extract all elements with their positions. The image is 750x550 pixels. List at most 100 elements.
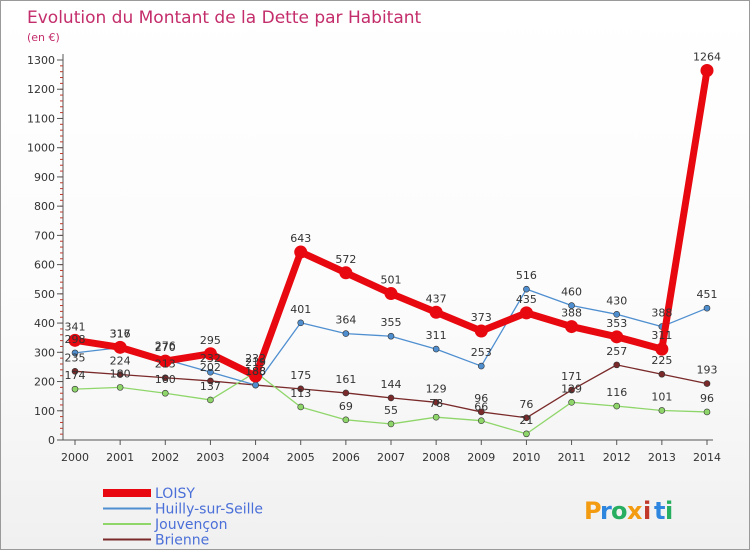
data-label-loisy: 311 (651, 329, 672, 342)
data-point-huilly-sur-seille (568, 302, 575, 309)
data-point-jouven-on (116, 384, 124, 391)
data-label-brienne: 171 (561, 370, 582, 383)
data-label-loisy: 373 (471, 311, 492, 324)
data-point-loisy (429, 305, 443, 319)
data-label-brienne: 225 (651, 354, 672, 367)
x-tick-label: 2007 (377, 451, 405, 464)
data-label-loisy: 353 (606, 317, 627, 330)
data-point-huilly-sur-seille (71, 349, 79, 357)
data-label-brienne: 161 (335, 373, 356, 386)
data-label-huilly-sur-seille: 232 (200, 352, 221, 365)
data-point-jouven-on (523, 430, 530, 438)
data-point-loisy (113, 340, 127, 354)
data-point-huilly-sur-seille (523, 285, 530, 293)
data-point-jouven-on (703, 408, 711, 416)
data-label-loisy: 501 (381, 274, 402, 287)
data-point-loisy (384, 287, 398, 301)
data-point-jouven-on (477, 417, 485, 425)
data-label-huilly-sur-seille: 311 (426, 329, 447, 342)
data-point-jouven-on (568, 398, 575, 406)
data-point-brienne (432, 398, 440, 406)
data-label-huilly-sur-seille: 253 (471, 346, 492, 359)
y-tick-label: 1000 (27, 142, 55, 155)
data-label-brienne: 175 (290, 369, 311, 382)
data-point-jouven-on (387, 420, 395, 428)
data-point-brienne (387, 394, 395, 402)
y-tick-label: 900 (34, 171, 55, 184)
y-tick-label: 700 (34, 229, 55, 242)
data-label-jouven-on: 113 (290, 387, 311, 400)
data-point-loisy (655, 342, 669, 356)
x-tick-label: 2004 (242, 451, 270, 464)
data-point-huilly-sur-seille (387, 332, 395, 340)
data-label-jouven-on: 180 (110, 367, 131, 380)
data-point-jouven-on (207, 396, 214, 404)
data-point-loisy (249, 369, 263, 383)
data-point-loisy (474, 324, 488, 338)
data-point-huilly-sur-seille (477, 362, 485, 370)
data-label-loisy: 317 (110, 327, 131, 340)
brand-letter: i (643, 497, 651, 525)
data-label-brienne: 76 (519, 398, 533, 411)
data-label-loisy: 270 (155, 341, 176, 354)
data-label-jouven-on: 66 (474, 401, 488, 414)
data-label-huilly-sur-seille: 460 (561, 286, 582, 299)
data-point-loisy (519, 306, 533, 320)
data-point-huilly-sur-seille (207, 368, 214, 376)
data-point-jouven-on (342, 416, 350, 424)
data-point-jouven-on (297, 403, 305, 411)
data-point-jouven-on (71, 385, 79, 393)
data-label-jouven-on: 78 (429, 397, 443, 410)
data-label-jouven-on: 137 (200, 380, 221, 393)
data-label-huilly-sur-seille: 364 (335, 314, 356, 327)
data-point-brienne (477, 408, 485, 416)
data-label-huilly-sur-seille: 430 (606, 294, 627, 307)
data-label-brienne: 213 (155, 358, 176, 371)
data-label-brienne: 193 (697, 364, 718, 377)
data-label-jouven-on: 116 (606, 386, 627, 399)
data-label-huilly-sur-seille: 316 (110, 328, 131, 341)
x-tick-label: 2009 (467, 451, 495, 464)
x-tick-label: 2005 (287, 451, 315, 464)
data-point-brienne (207, 377, 214, 385)
y-tick-label: 300 (34, 346, 55, 359)
data-label-jouven-on: 55 (384, 404, 398, 417)
series-lines (68, 64, 714, 438)
data-label-brienne: 202 (200, 361, 221, 374)
data-point-jouven-on (613, 402, 621, 410)
y-tick-label: 500 (34, 288, 55, 301)
data-point-brienne (161, 374, 169, 382)
data-point-jouven-on (161, 389, 169, 397)
y-tick-label: 200 (34, 376, 55, 389)
data-label-brienne: 235 (65, 351, 86, 364)
legend-label: Huilly-sur-Seille (155, 502, 263, 518)
data-point-loisy (565, 320, 579, 334)
x-tick-label: 2003 (196, 451, 224, 464)
data-label-jouven-on: 96 (700, 392, 714, 405)
data-point-huilly-sur-seille (613, 311, 621, 318)
x-tick-label: 2011 (558, 451, 586, 464)
data-label-huilly-sur-seille: 516 (516, 269, 537, 282)
data-point-loisy (700, 64, 714, 78)
data-point-huilly-sur-seille (297, 319, 305, 327)
x-tick-label: 2010 (512, 451, 540, 464)
data-point-loisy (339, 266, 353, 280)
data-point-huilly-sur-seille (703, 304, 711, 312)
data-label-huilly-sur-seille: 188 (245, 365, 266, 378)
x-tick-label: 2012 (603, 451, 631, 464)
data-point-huilly-sur-seille (252, 381, 259, 389)
data-point-loisy (294, 245, 308, 259)
y-tick-label: 600 (34, 259, 55, 272)
y-tick-label: 400 (34, 317, 55, 330)
data-label-jouven-on: 174 (65, 369, 86, 382)
data-point-brienne (116, 371, 124, 378)
x-tick-label: 2006 (332, 451, 360, 464)
y-tick-label: 0 (48, 434, 55, 447)
x-tick-label: 2002 (151, 451, 179, 464)
data-label-loisy: 295 (200, 334, 221, 347)
data-label-brienne: 188 (245, 365, 266, 378)
data-label-brienne: 96 (474, 392, 488, 405)
data-label-loisy: 219 (245, 356, 266, 369)
brand-letter: i (665, 497, 673, 525)
